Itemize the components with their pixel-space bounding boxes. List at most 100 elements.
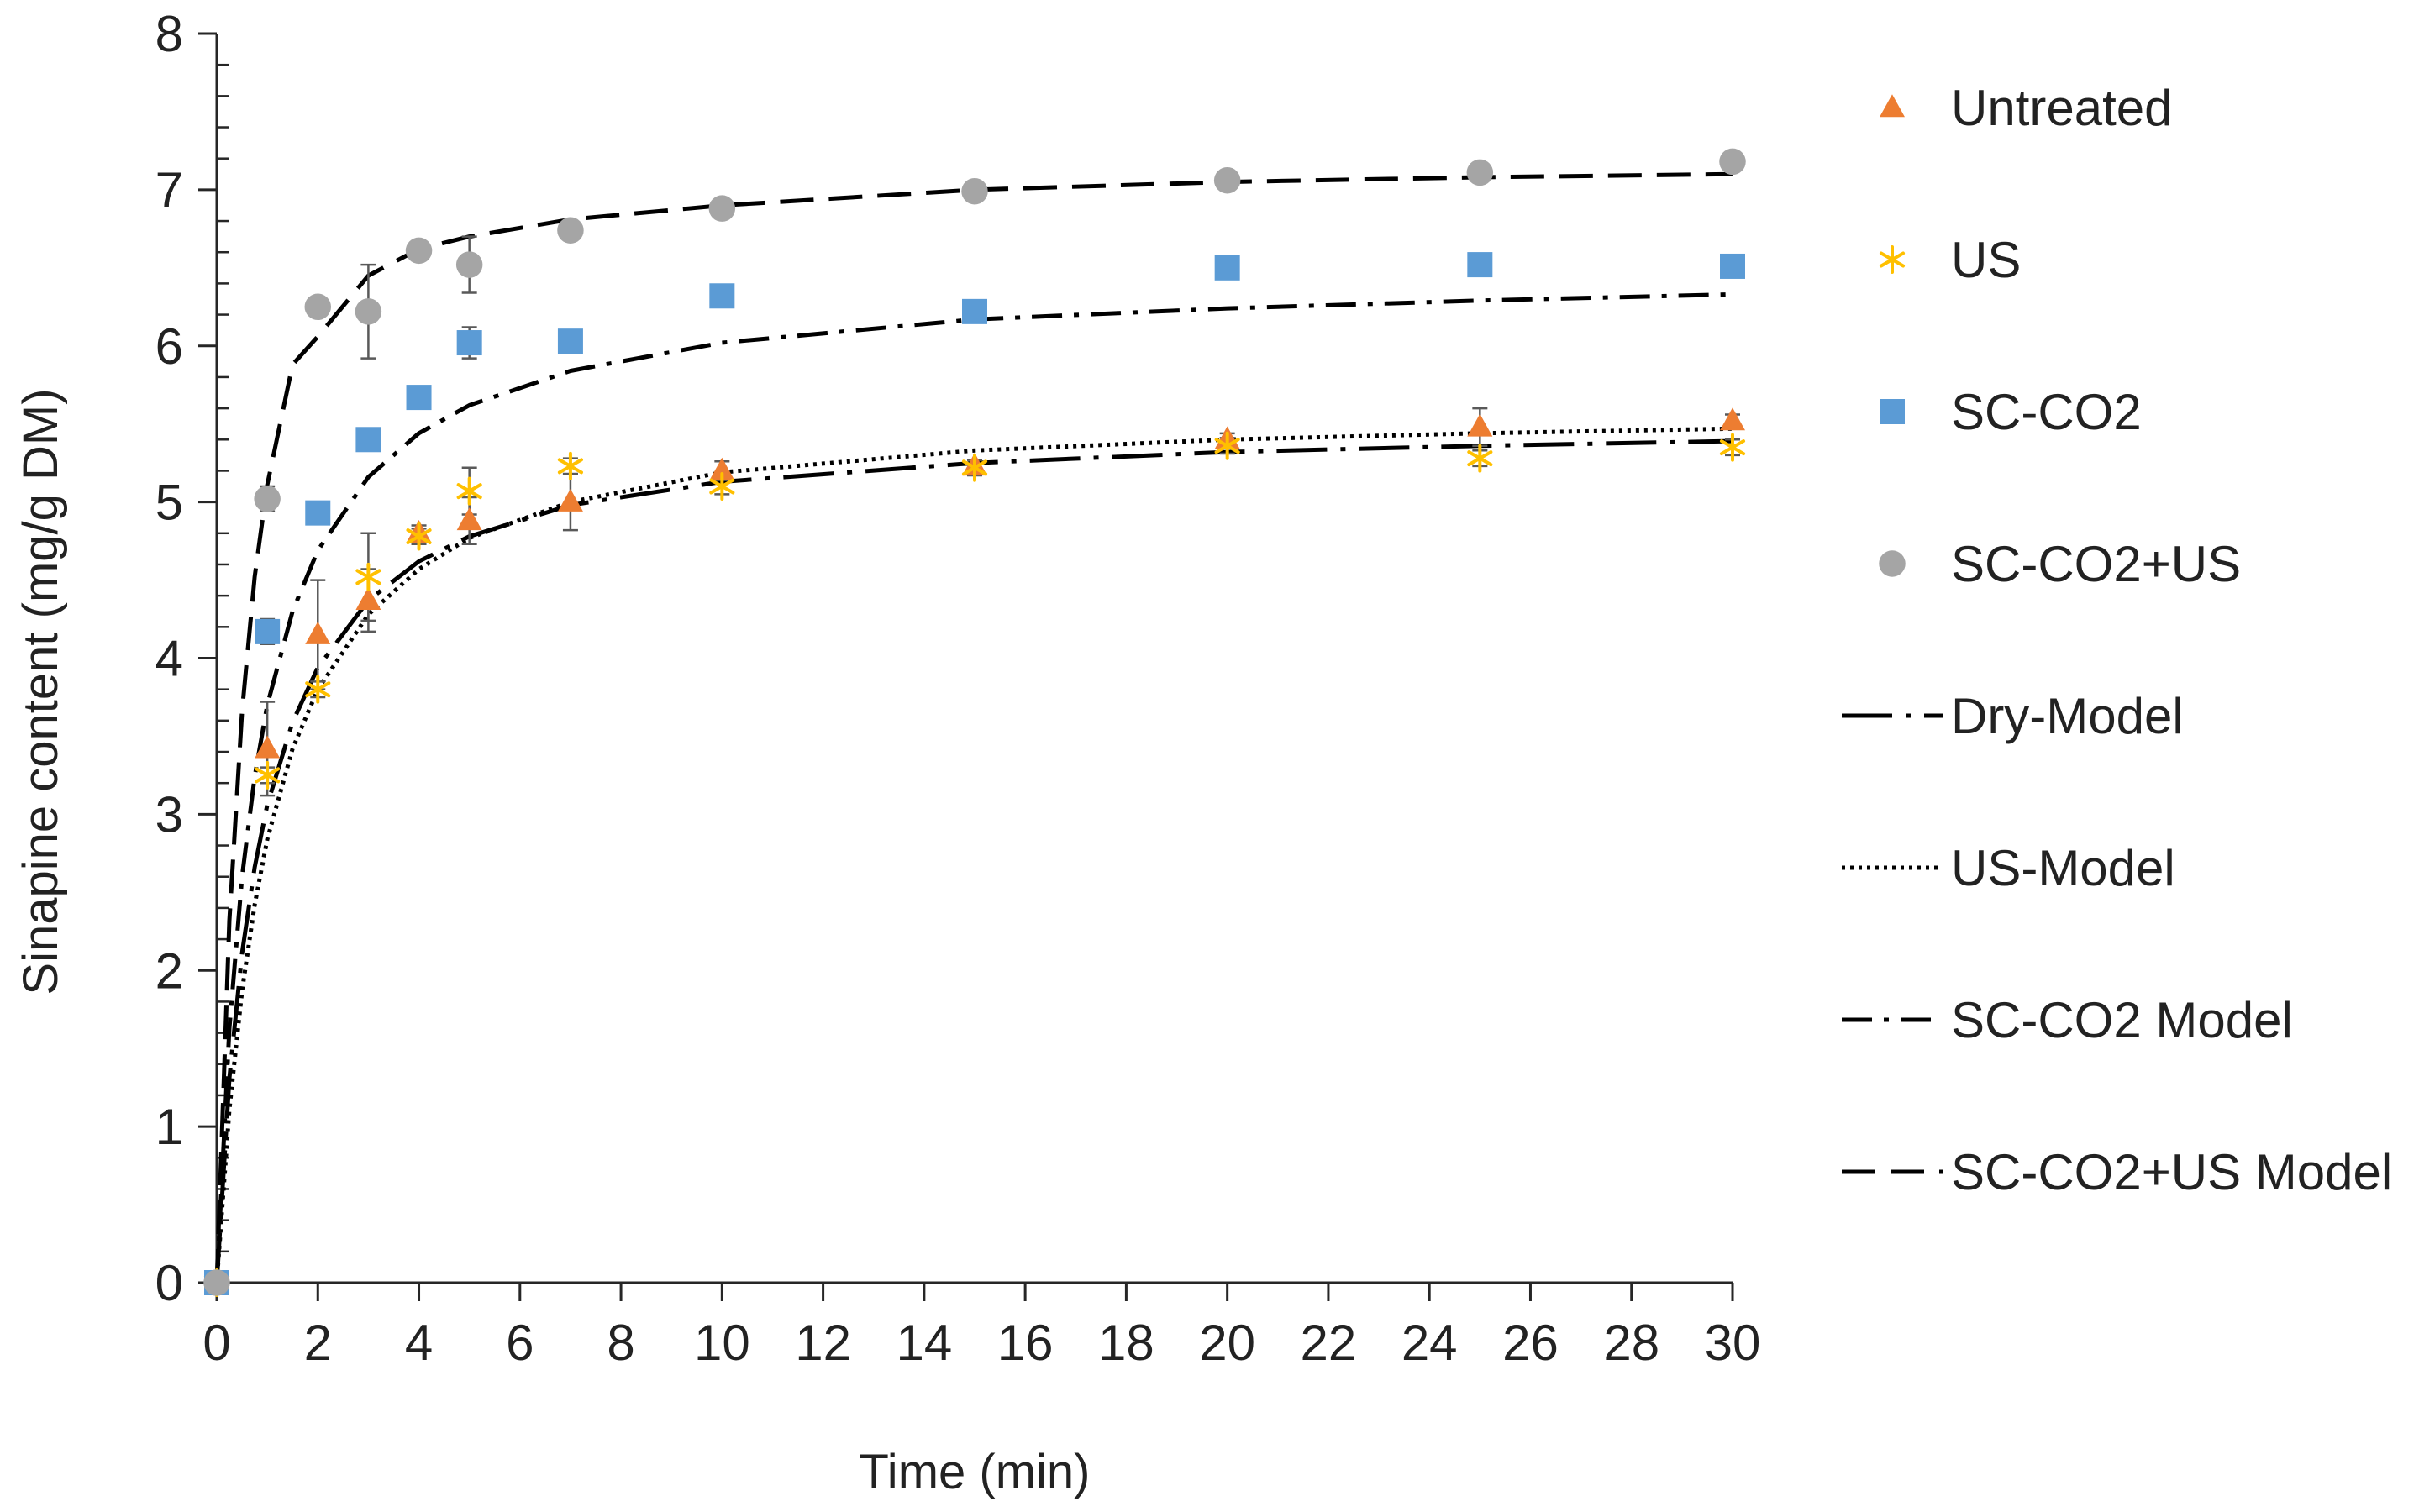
data-point-sc-co2-us bbox=[355, 298, 382, 325]
model-line-dry-model bbox=[214, 438, 1733, 1284]
x-tick-label: 28 bbox=[1603, 1315, 1659, 1371]
data-point-sc-co2 bbox=[557, 328, 583, 354]
data-point-untreated bbox=[557, 488, 583, 512]
data-point-us bbox=[1719, 433, 1746, 462]
legend-item-untreated: Untreated bbox=[1880, 80, 2173, 136]
y-tick-label: 0 bbox=[155, 1255, 183, 1311]
model-line-sc-co2-us-model bbox=[214, 171, 1733, 1284]
legend-label-sc-co2-us-model: SC-CO2+US Model bbox=[1951, 1144, 2392, 1200]
y-tick-label: 6 bbox=[155, 318, 183, 375]
x-axis-title: Time (min) bbox=[860, 1445, 1091, 1499]
legend-item-dry-model: Dry-Model bbox=[1842, 688, 2184, 744]
y-tick-label: 7 bbox=[155, 162, 183, 218]
legend-marker-us bbox=[1879, 245, 1906, 274]
data-point-us bbox=[305, 675, 331, 704]
legend-label-us: US bbox=[1951, 232, 2021, 288]
data-point-sc-co2-us bbox=[961, 177, 988, 205]
data-point-sc-co2-us bbox=[708, 195, 736, 222]
model-line-us-model bbox=[214, 426, 1733, 1284]
data-point-untreated bbox=[1720, 407, 1745, 431]
x-tick-label: 12 bbox=[795, 1315, 851, 1371]
data-point-untreated bbox=[456, 507, 482, 531]
data-point-sc-co2-us bbox=[203, 1269, 230, 1296]
data-point-untreated bbox=[355, 586, 381, 610]
legend-item-us: US bbox=[1879, 232, 2021, 288]
data-point-us bbox=[406, 522, 432, 551]
legend-marker-sc-co2 bbox=[1880, 399, 1905, 424]
data-point-sc-co2 bbox=[962, 298, 987, 324]
y-axis-title: Sinapine content (mg/g DM) bbox=[13, 388, 68, 995]
data-point-untreated bbox=[255, 735, 281, 759]
data-point-sc-co2 bbox=[1214, 255, 1240, 281]
y-tick-label: 8 bbox=[155, 6, 183, 62]
data-point-sc-co2 bbox=[456, 330, 482, 356]
data-point-untreated bbox=[1467, 413, 1493, 437]
data-point-us bbox=[557, 451, 583, 480]
y-tick-label: 2 bbox=[155, 942, 183, 999]
legend-item-us-model: US-Model bbox=[1842, 840, 2175, 896]
x-tick-label: 22 bbox=[1301, 1315, 1357, 1371]
data-point-us bbox=[355, 562, 381, 591]
model-line-sc-co2-model bbox=[214, 291, 1733, 1284]
x-tick-label: 14 bbox=[896, 1315, 952, 1371]
data-point-sc-co2-us bbox=[1466, 159, 1494, 186]
x-tick-label: 26 bbox=[1502, 1315, 1559, 1371]
data-point-sc-co2-us bbox=[405, 237, 433, 265]
data-point-sc-co2-us bbox=[455, 251, 483, 278]
data-point-sc-co2 bbox=[1720, 253, 1745, 279]
data-point-sc-co2 bbox=[709, 283, 735, 309]
legend-label-sc-co2-us: SC-CO2+US bbox=[1951, 536, 2241, 592]
data-points-group bbox=[203, 148, 1746, 1297]
legend-item-sc-co2-us: SC-CO2+US bbox=[1879, 536, 2241, 592]
legend-marker-sc-co2-us bbox=[1879, 550, 1906, 577]
legend-label-dry-model: Dry-Model bbox=[1951, 688, 2184, 744]
data-point-sc-co2 bbox=[305, 500, 331, 526]
data-point-sc-co2 bbox=[255, 618, 281, 644]
legend-label-us-model: US-Model bbox=[1951, 840, 2175, 896]
x-tick-label: 20 bbox=[1199, 1315, 1255, 1371]
model-lines-group bbox=[214, 171, 1733, 1284]
x-tick-label: 24 bbox=[1401, 1315, 1458, 1371]
data-point-us bbox=[961, 453, 988, 482]
data-point-sc-co2-us bbox=[1719, 148, 1746, 176]
y-tick-label: 1 bbox=[155, 1099, 183, 1155]
data-point-untreated bbox=[305, 621, 331, 644]
x-tick-label: 10 bbox=[694, 1315, 750, 1371]
x-tick-label: 4 bbox=[405, 1315, 433, 1371]
data-point-us bbox=[255, 760, 281, 790]
legend-item-sc-co2-us-model: SC-CO2+US Model bbox=[1842, 1144, 2392, 1200]
data-point-sc-co2 bbox=[355, 427, 381, 453]
legend-item-sc-co2-model: SC-CO2 Model bbox=[1842, 992, 2293, 1048]
legend-label-sc-co2: SC-CO2 bbox=[1951, 384, 2142, 440]
x-tick-label: 8 bbox=[607, 1315, 634, 1371]
data-point-sc-co2 bbox=[406, 385, 432, 411]
x-tick-label: 6 bbox=[506, 1315, 534, 1371]
data-point-us bbox=[1214, 431, 1240, 460]
data-point-us bbox=[456, 476, 482, 506]
legend-marker-untreated bbox=[1880, 94, 1905, 118]
legend-item-sc-co2: SC-CO2 bbox=[1880, 384, 2142, 440]
data-point-untreated bbox=[709, 457, 735, 480]
x-tick-label: 30 bbox=[1705, 1315, 1761, 1371]
x-tick-label: 0 bbox=[202, 1315, 230, 1371]
y-tick-label: 5 bbox=[155, 475, 183, 531]
y-tick-label: 3 bbox=[155, 786, 183, 843]
data-point-sc-co2-us bbox=[254, 486, 281, 512]
x-tick-label: 18 bbox=[1098, 1315, 1154, 1371]
y-tick-label: 4 bbox=[155, 631, 183, 687]
legend: Untreated US SC-CO2 SC-CO2+US Dry-Model US-Mo… bbox=[1842, 80, 2392, 1200]
data-point-sc-co2 bbox=[1467, 252, 1493, 278]
data-point-us bbox=[709, 472, 735, 501]
legend-label-untreated: Untreated bbox=[1951, 80, 2173, 136]
legend-label-sc-co2-model: SC-CO2 Model bbox=[1951, 992, 2293, 1048]
data-point-sc-co2-us bbox=[1213, 166, 1241, 194]
x-tick-label: 16 bbox=[997, 1315, 1054, 1371]
data-point-sc-co2-us bbox=[304, 293, 332, 321]
data-point-sc-co2-us bbox=[557, 217, 584, 244]
data-point-us bbox=[1467, 444, 1493, 473]
x-tick-label: 2 bbox=[304, 1315, 332, 1371]
